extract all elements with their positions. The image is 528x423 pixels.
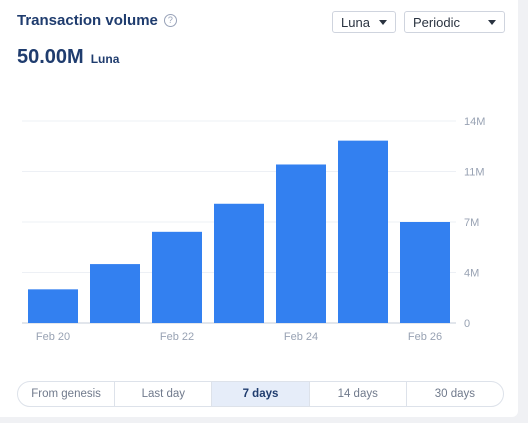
- bar-feb-20[interactable]: [28, 289, 78, 323]
- x-tick-label: Feb 26: [408, 331, 442, 343]
- y-tick-label: 14M: [464, 116, 485, 128]
- card-title: Transaction volume: [17, 12, 158, 29]
- y-tick-label: 0: [464, 318, 470, 330]
- chart-bars: [28, 140, 450, 323]
- chevron-down-icon: [488, 19, 496, 25]
- currency-dropdown-value: Luna: [341, 14, 370, 30]
- bar-feb-24[interactable]: [276, 164, 326, 323]
- range-option-7-days[interactable]: 7 days: [212, 382, 310, 406]
- mode-dropdown-value: Periodic: [413, 14, 460, 30]
- bar-feb-26[interactable]: [400, 222, 450, 323]
- range-option-from-genesis[interactable]: From genesis: [18, 382, 116, 406]
- transaction-volume-chart: 0 4M 7M 11M 14M Feb 20 Feb 22 Feb 24 Feb 26: [22, 116, 485, 343]
- transaction-volume-card: Transaction volume ? Luna Periodic 50.00…: [0, 0, 518, 417]
- total-unit: Luna: [90, 52, 120, 66]
- range-option-last-day[interactable]: Last day: [115, 382, 213, 406]
- bar-feb-25[interactable]: [338, 140, 388, 323]
- y-tick-label: 4M: [464, 268, 479, 280]
- title-row: Transaction volume ?: [17, 12, 177, 29]
- time-range-selector: From genesis Last day 7 days 14 days 30 days: [17, 381, 504, 407]
- range-option-14-days[interactable]: 14 days: [310, 382, 407, 406]
- total-amount: 50.00M: [17, 46, 84, 68]
- x-tick-label: Feb 20: [36, 331, 70, 343]
- range-option-30-days[interactable]: 30 days: [434, 388, 476, 400]
- y-axis: 0 4M 7M 11M 14M: [464, 116, 485, 330]
- help-icon[interactable]: ?: [163, 14, 177, 27]
- x-axis: Feb 20 Feb 22 Feb 24 Feb 26: [36, 331, 442, 343]
- currency-dropdown[interactable]: Luna: [332, 11, 396, 33]
- mode-dropdown[interactable]: Periodic: [404, 11, 505, 33]
- x-tick-label: Feb 24: [284, 331, 318, 343]
- summary: 50.00M Luna: [17, 46, 119, 69]
- y-tick-label: 7M: [464, 217, 479, 229]
- bar-feb-23[interactable]: [214, 203, 264, 323]
- y-tick-label: 11M: [464, 167, 485, 179]
- bar-feb-22[interactable]: [152, 231, 202, 323]
- chevron-down-icon: [379, 19, 387, 25]
- x-tick-label: Feb 22: [160, 331, 194, 343]
- bar-feb-21[interactable]: [90, 264, 140, 323]
